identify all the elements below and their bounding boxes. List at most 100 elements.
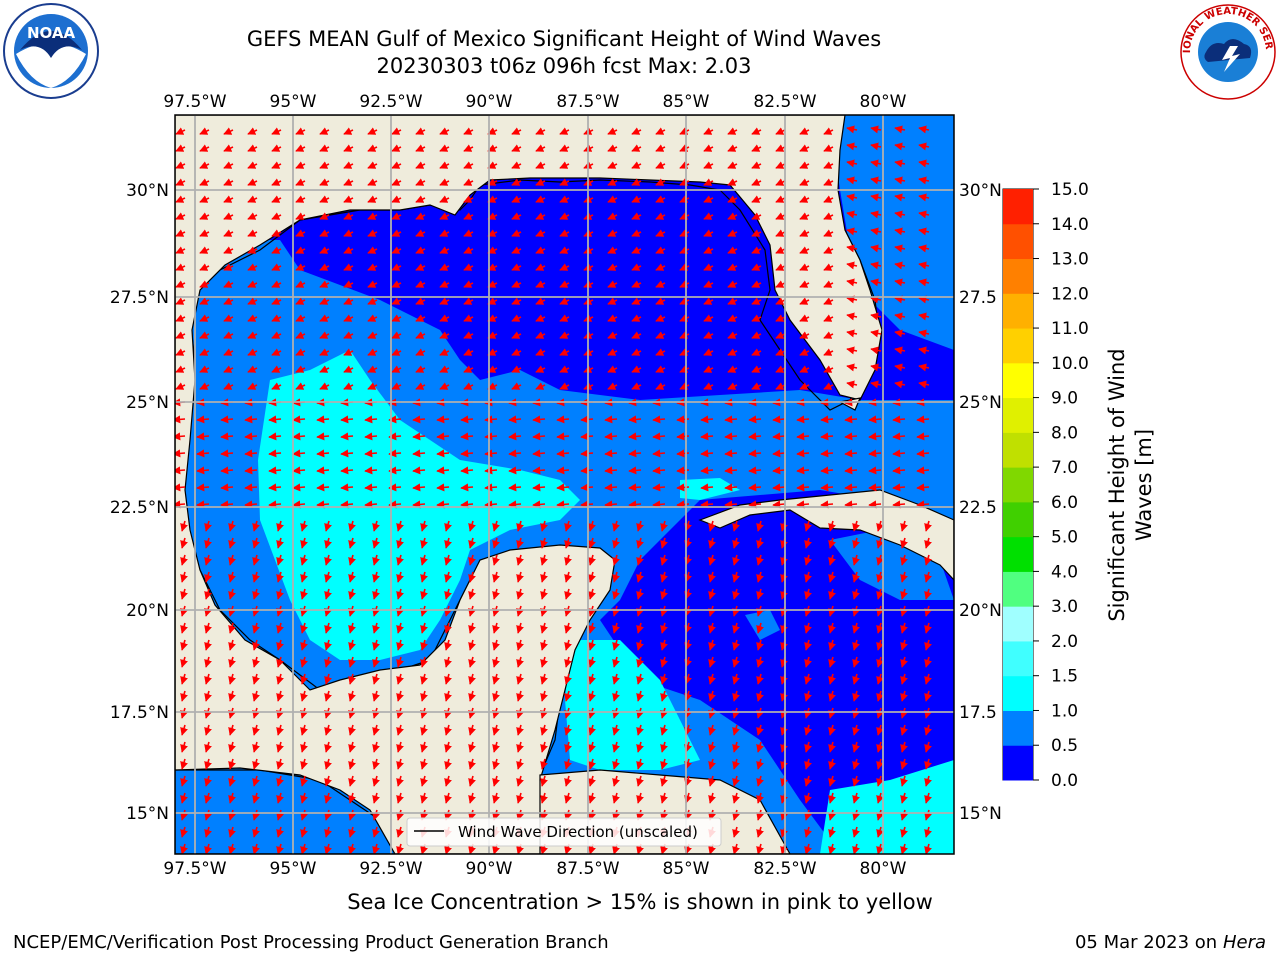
wave-arrow xyxy=(463,365,474,373)
wave-arrow xyxy=(252,741,260,753)
wave-arrow xyxy=(364,449,378,458)
wave-arrow xyxy=(828,707,836,719)
colorbar-segment xyxy=(1003,223,1033,260)
wave-arrow xyxy=(655,178,666,186)
colorbar-segment xyxy=(1003,432,1033,468)
wave-arrow xyxy=(300,605,308,617)
wave-arrow xyxy=(660,656,668,668)
wave-arrow xyxy=(727,161,738,169)
wave-arrow xyxy=(460,483,474,492)
wave-arrow xyxy=(180,758,188,770)
wave-arrow xyxy=(511,161,522,169)
wave-arrow xyxy=(271,297,282,305)
wave-arrow xyxy=(652,500,666,509)
wave-arrow xyxy=(391,178,402,186)
wave-arrow xyxy=(894,380,906,389)
wave-arrow xyxy=(564,520,572,532)
wave-arrow xyxy=(396,707,404,719)
wave-arrow xyxy=(316,415,330,424)
wave-arrow xyxy=(300,639,308,651)
colorbar-tick-label: 14.0 xyxy=(1051,215,1089,235)
wave-arrow xyxy=(196,449,210,458)
lon-label: 95°W xyxy=(270,859,317,879)
wave-arrow xyxy=(511,382,522,390)
wave-arrow xyxy=(876,571,884,583)
wave-arrow xyxy=(364,483,378,492)
wave-arrow xyxy=(804,673,812,685)
wave-arrow xyxy=(319,127,330,135)
wave-arrow xyxy=(415,178,426,186)
wave-arrow xyxy=(415,212,426,220)
wave-arrow xyxy=(775,314,786,322)
wave-arrow xyxy=(247,127,258,135)
wave-arrow xyxy=(604,449,618,458)
wave-arrow xyxy=(343,212,354,220)
wave-arrow xyxy=(892,415,906,424)
wave-arrow xyxy=(876,588,884,600)
wave-arrow xyxy=(412,466,426,475)
wave-arrow xyxy=(918,329,930,338)
wave-arrow xyxy=(820,500,834,509)
wave-arrow xyxy=(556,432,570,441)
wave-arrow xyxy=(444,690,452,702)
wave-arrow xyxy=(372,537,380,549)
wave-arrow xyxy=(247,212,258,220)
wave-arrow xyxy=(727,280,738,288)
wave-arrow xyxy=(676,500,690,509)
wave-arrow xyxy=(588,673,596,685)
wave-arrow xyxy=(511,348,522,356)
wave-arrow xyxy=(348,622,356,634)
wave-arrow xyxy=(559,263,570,271)
wave-arrow xyxy=(588,605,596,617)
wave-arrow xyxy=(415,195,426,203)
wave-arrow xyxy=(396,673,404,685)
wave-arrow xyxy=(316,449,330,458)
wave-arrow xyxy=(559,297,570,305)
wave-arrow xyxy=(655,246,666,254)
wave-arrow xyxy=(276,656,284,668)
wave-arrow xyxy=(607,314,618,322)
wave-arrow xyxy=(876,707,884,719)
wave-arrow xyxy=(631,365,642,373)
wave-arrow xyxy=(511,280,522,288)
wave-arrow xyxy=(559,229,570,237)
wave-arrow xyxy=(463,229,474,237)
wave-arrow xyxy=(415,348,426,356)
wave-arrow xyxy=(852,520,860,532)
wave-arrow xyxy=(468,724,476,736)
wave-arrow xyxy=(228,571,236,583)
left-lat-labels: 30°N 27.5°N 25°N 22.5°N 20°N 17.5°N 15°N xyxy=(110,181,169,824)
wave-arrow xyxy=(679,178,690,186)
wave-arrow xyxy=(679,144,690,152)
wave-arrow xyxy=(876,639,884,651)
wave-arrow xyxy=(894,210,906,219)
wave-arrow xyxy=(772,415,786,424)
wave-arrow xyxy=(180,588,188,600)
colorbar-tick-label: 2.0 xyxy=(1051,632,1078,652)
wave-arrow xyxy=(700,483,714,492)
wave-arrow xyxy=(324,554,332,566)
wave-arrow xyxy=(564,639,572,651)
wave-arrow xyxy=(628,466,642,475)
wave-arrow xyxy=(588,741,596,753)
wave-arrow xyxy=(199,314,210,322)
sea-ice-caption: Sea Ice Concentration > 15% is shown in … xyxy=(347,890,933,914)
wave-arrow xyxy=(319,297,330,305)
wave-arrow xyxy=(508,449,522,458)
wave-arrow xyxy=(180,554,188,566)
wave-arrow xyxy=(271,195,282,203)
wave-arrow xyxy=(775,161,786,169)
wave-arrow xyxy=(415,280,426,288)
wave-arrow xyxy=(756,605,764,617)
lon-label: 97.5°W xyxy=(163,92,226,112)
wave-arrow xyxy=(271,178,282,186)
wave-arrow xyxy=(703,297,714,305)
wave-arrow xyxy=(852,673,860,685)
lat-label: 17.5 xyxy=(959,703,997,723)
wave-arrow xyxy=(820,466,834,475)
wave-arrow xyxy=(319,382,330,390)
colorbar-tick-label: 0.0 xyxy=(1051,771,1078,791)
wave-arrow xyxy=(175,314,186,322)
wave-arrow xyxy=(607,229,618,237)
wave-arrow xyxy=(420,741,428,753)
